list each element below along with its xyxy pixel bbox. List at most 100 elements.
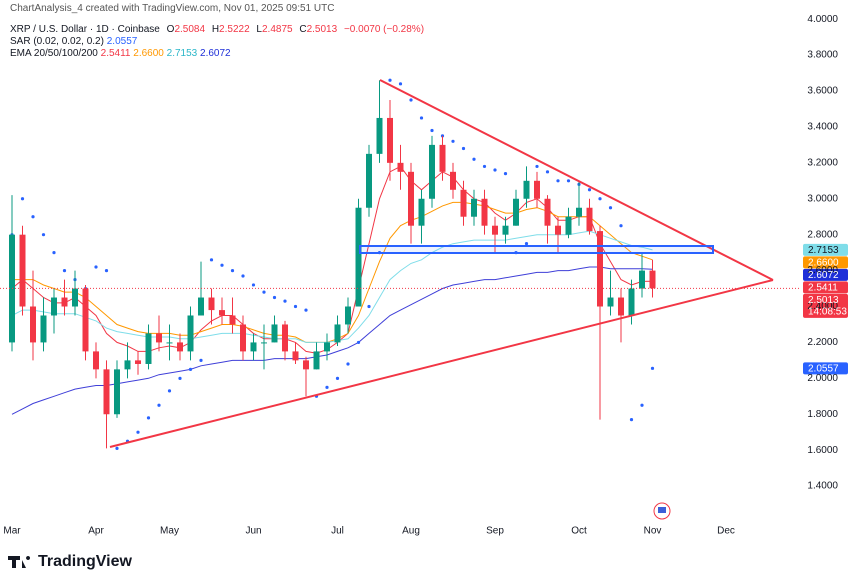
candle-body: [303, 360, 309, 370]
candle-body: [366, 153, 372, 208]
price-badge-label: 2.6600: [808, 258, 839, 269]
trend-line-lower: [109, 279, 774, 448]
sar-dot: [230, 268, 235, 273]
sar-dot: [251, 283, 256, 287]
sar-dot: [409, 98, 413, 102]
candle-body: [250, 342, 257, 352]
logo: [8, 556, 31, 568]
candle-body: [61, 297, 68, 307]
sar-dot: [136, 430, 140, 434]
sar-dot: [388, 78, 392, 82]
candle-body: [492, 225, 498, 235]
candle-body: [40, 315, 47, 343]
candle-body: [502, 225, 509, 235]
candle-body: [544, 198, 551, 226]
y-tick-label: 3.6000: [807, 86, 838, 97]
ema-line: [12, 201, 653, 343]
candle-body: [271, 324, 278, 343]
x-tick-label: Mar: [3, 526, 21, 537]
candle-body: [124, 360, 131, 370]
ema-value: 2.7153: [166, 48, 198, 59]
ohlc-key: C: [299, 24, 307, 35]
legend: ChartAnalysis_4 created with TradingView…: [10, 3, 424, 60]
candle-body: [334, 324, 341, 343]
candle-body: [397, 162, 404, 172]
y-tick-label: 2.2000: [807, 337, 838, 348]
sar-dot: [461, 146, 466, 151]
plot-area: [0, 78, 848, 450]
ema-line: [11, 230, 653, 343]
x-tick-label: Apr: [88, 526, 104, 537]
candle-body: [355, 207, 362, 307]
candle-body: [30, 306, 36, 343]
sar-dot: [304, 308, 308, 312]
sar-dot: [524, 242, 529, 246]
sar-dot: [31, 215, 35, 219]
candle-body: [292, 351, 299, 361]
candle-body: [607, 297, 614, 307]
sar-dot: [188, 367, 193, 371]
price-badge: [803, 281, 848, 294]
y-tick-label: 2.4000: [807, 301, 838, 312]
price-badge-label: 2.5013: [808, 295, 839, 306]
candle-body: [177, 342, 183, 352]
sar-dot: [503, 172, 508, 176]
sar-dot: [598, 197, 602, 201]
candle-body: [471, 198, 477, 217]
candle-body: [103, 369, 110, 415]
sar-value: 2.0557: [106, 36, 138, 47]
price-badge-label: 2.7153: [808, 245, 839, 256]
sar-dot: [482, 164, 487, 169]
sar-dot: [293, 304, 298, 309]
y-tick-label: 3.8000: [807, 50, 838, 61]
sar-dot: [472, 157, 476, 161]
sar-dot: [619, 224, 623, 228]
sar-dot: [325, 385, 329, 389]
sar-dot: [608, 206, 613, 210]
sar-dot: [241, 274, 245, 278]
candle-body: [576, 207, 582, 217]
y-tick-label: 2.6000: [807, 265, 838, 276]
flag: [658, 507, 666, 513]
sar-dot: [62, 268, 67, 273]
price-badge: [803, 293, 848, 318]
ohlc-value: 2.5013: [306, 24, 338, 35]
sar-dot: [167, 389, 172, 393]
price-badge: [803, 243, 848, 256]
y-tick-label: 2.0000: [807, 373, 838, 384]
candle-body: [187, 315, 194, 352]
candle-body: [51, 297, 57, 316]
candle-body: [208, 297, 215, 311]
sar-dot: [220, 263, 224, 267]
countdown: 14:08:53: [808, 307, 847, 318]
candle-body: [376, 117, 383, 154]
price-badge-label: 2.5411: [808, 283, 838, 294]
candle-body: [114, 369, 120, 415]
y-tick-label: 3.2000: [807, 157, 838, 168]
candle-body: [649, 270, 656, 289]
price-badge: [803, 256, 848, 269]
price-badge-label: 2.6072: [808, 270, 839, 281]
y-tick-label: 2.8000: [807, 229, 838, 240]
candle-body: [439, 144, 446, 172]
x-tick-label: Sep: [486, 526, 504, 537]
sar-dot: [178, 376, 182, 380]
ema-value: 2.6072: [200, 48, 231, 59]
candle-body: [345, 306, 351, 325]
sar-dot: [493, 168, 497, 172]
candle-body: [72, 288, 78, 307]
change: −0.0070 (−0.28%): [343, 24, 425, 35]
candle-body: [156, 333, 162, 343]
candle-body: [229, 315, 236, 325]
events-icon[interactable]: [653, 502, 671, 520]
sar-dot: [199, 358, 203, 362]
candle-body: [586, 207, 593, 232]
candle-body: [523, 180, 530, 199]
price-badge: [803, 268, 848, 281]
sar-dot: [20, 197, 25, 201]
candle-body: [597, 231, 603, 307]
candle-body: [135, 360, 141, 364]
ema-name: EMA 20/50/100/200: [10, 48, 98, 59]
sar-dot: [115, 446, 119, 450]
x-tick-label: Oct: [571, 526, 587, 537]
